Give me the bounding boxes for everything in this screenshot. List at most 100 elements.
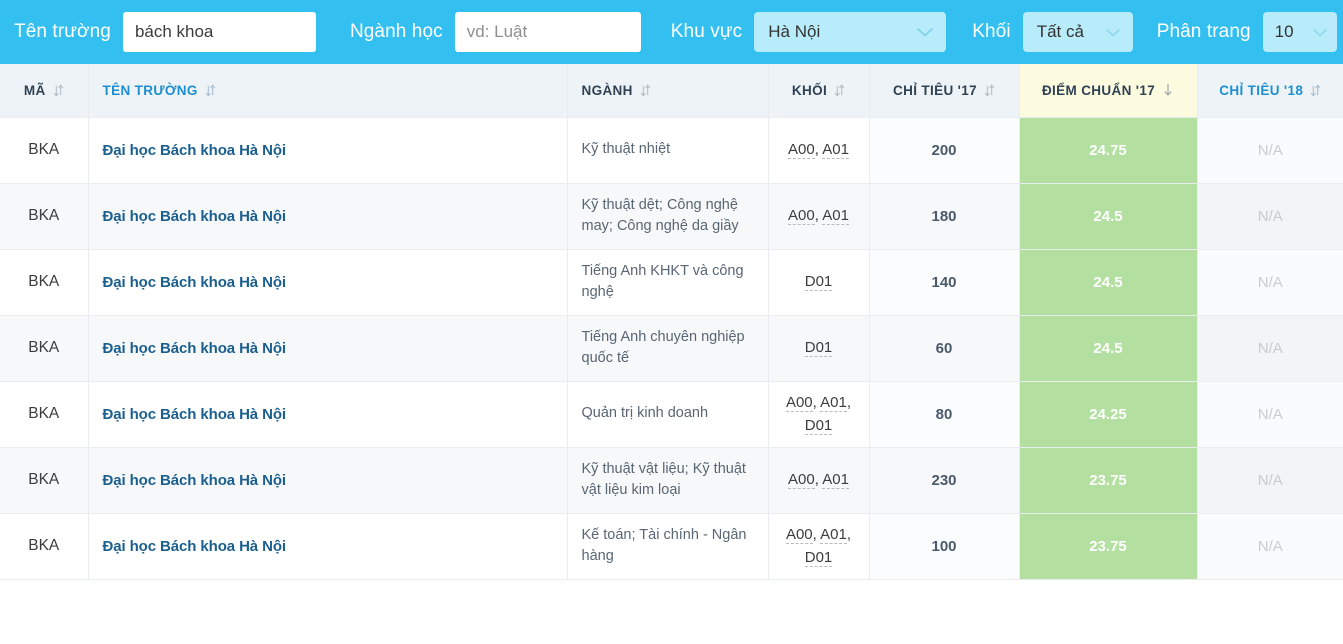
column-header-diem-chuan-17[interactable]: ĐIỂM CHUẨN '17 xyxy=(1019,64,1198,118)
cell-chi-tieu-17: 60 xyxy=(869,315,1020,382)
cell-chi-tieu-17: 200 xyxy=(869,117,1020,184)
column-header-label: NGÀNH xyxy=(581,82,633,98)
cell-nganh: Tiếng Anh chuyên nghiệp quốc tế xyxy=(567,315,769,382)
cell-ten-truong: Đại học Bách khoa Hà Nội xyxy=(88,249,568,316)
cell-ma: BKA xyxy=(0,315,89,382)
column-header-khoi[interactable]: KHỐI xyxy=(768,64,870,118)
school-link[interactable]: Đại học Bách khoa Hà Nội xyxy=(102,339,287,357)
cell-ma: BKA xyxy=(0,381,89,448)
cell-chi-tieu-18: N/A xyxy=(1197,315,1343,382)
table-row[interactable]: BKA Đại học Bách khoa Hà Nội Tiếng Anh chu… xyxy=(0,315,1343,382)
cell-chi-tieu-18: N/A xyxy=(1197,513,1343,580)
cell-ten-truong: Đại học Bách khoa Hà Nội xyxy=(88,447,568,514)
sort-both-arrows-icon[interactable] xyxy=(205,84,216,97)
cell-ma: BKA xyxy=(0,183,89,250)
filter-region: Khu vực Hà Nội xyxy=(671,0,947,64)
cell-khoi: A00, A01, D01 xyxy=(768,381,870,448)
block-code[interactable]: A00 xyxy=(785,525,813,544)
region-selected-value: Hà Nội xyxy=(768,22,821,41)
results-table: MÃ TÊN TRƯỜNG xyxy=(0,64,1343,580)
school-name-label: Tên trường xyxy=(14,21,111,42)
filter-block: Khối Tất cả xyxy=(972,0,1133,64)
column-header-label: TÊN TRƯỜNG xyxy=(102,82,198,98)
cell-nganh: Kế toán; Tài chính - Ngân hàng xyxy=(567,513,769,580)
paging-label: Phân trang xyxy=(1156,21,1251,42)
cell-chi-tieu-17: 80 xyxy=(869,381,1020,448)
chevron-down-icon xyxy=(916,26,934,38)
block-code[interactable]: D01 xyxy=(804,273,833,292)
cell-chi-tieu-17: 230 xyxy=(869,447,1020,514)
table-row[interactable]: BKA Đại học Bách khoa Hà Nội Kỹ thuật dệt;… xyxy=(0,183,1343,250)
cell-chi-tieu-18: N/A xyxy=(1197,447,1343,514)
results-table-wrap: MÃ TÊN TRƯỜNG xyxy=(0,64,1343,580)
cell-chi-tieu-17: 140 xyxy=(869,249,1020,316)
table-row[interactable]: BKA Đại học Bách khoa Hà Nội Kỹ thuật nhiệ… xyxy=(0,117,1343,184)
block-label: Khối xyxy=(972,21,1011,42)
block-select[interactable]: Tất cả xyxy=(1022,12,1133,52)
column-header-chi-tieu-18[interactable]: CHỈ TIÊU '18 xyxy=(1197,64,1343,118)
column-header-label: MÃ xyxy=(23,82,46,98)
major-input[interactable] xyxy=(454,12,641,52)
table-head: MÃ TÊN TRƯỜNG xyxy=(0,64,1343,118)
sort-both-arrows-icon[interactable] xyxy=(640,84,651,97)
cell-diem-chuan-17: 24.25 xyxy=(1019,381,1198,448)
cell-khoi: D01 xyxy=(768,249,870,316)
sort-both-arrows-icon[interactable] xyxy=(834,84,845,97)
paging-selected-value: 10 xyxy=(1274,22,1294,41)
table-row[interactable]: BKA Đại học Bách khoa Hà Nội Kế toán; Tài … xyxy=(0,513,1343,580)
block-code[interactable]: A01 xyxy=(820,393,847,412)
column-header-ma[interactable]: MÃ xyxy=(0,64,89,118)
block-code[interactable]: A01 xyxy=(820,525,847,544)
column-header-label: CHỈ TIÊU '17 xyxy=(893,82,977,98)
table-row[interactable]: BKA Đại học Bách khoa Hà Nội Kỹ thuật vật … xyxy=(0,447,1343,514)
table-body: BKA Đại học Bách khoa Hà Nội Kỹ thuật nhiệ… xyxy=(0,117,1343,580)
paging-select[interactable]: 10 xyxy=(1262,12,1337,52)
block-code[interactable]: D01 xyxy=(804,339,833,358)
block-code[interactable]: A00 xyxy=(788,471,815,490)
school-link[interactable]: Đại học Bách khoa Hà Nội xyxy=(102,207,287,225)
cell-ma: BKA xyxy=(0,513,89,580)
table-row[interactable]: BKA Đại học Bách khoa Hà Nội Quản trị kinh… xyxy=(0,381,1343,448)
cell-khoi: A00, A01 xyxy=(768,183,870,250)
column-header-label: CHỈ TIÊU '18 xyxy=(1219,82,1304,98)
block-selected-value: Tất cả xyxy=(1036,22,1084,41)
block-code[interactable]: A00 xyxy=(788,207,815,226)
cell-diem-chuan-17: 23.75 xyxy=(1019,447,1198,514)
cell-diem-chuan-17: 24.5 xyxy=(1019,315,1198,382)
cell-ma: BKA xyxy=(0,249,89,316)
school-link[interactable]: Đại học Bách khoa Hà Nội xyxy=(102,471,287,489)
block-code[interactable]: D01 xyxy=(804,549,833,567)
column-header-nganh[interactable]: NGÀNH xyxy=(567,64,769,118)
cell-ten-truong: Đại học Bách khoa Hà Nội xyxy=(88,117,568,184)
cell-nganh: Tiếng Anh KHKT và công nghệ xyxy=(567,249,769,316)
cell-diem-chuan-17: 24.5 xyxy=(1019,249,1198,316)
school-link[interactable]: Đại học Bách khoa Hà Nội xyxy=(102,405,287,423)
sort-both-arrows-icon[interactable] xyxy=(53,84,64,97)
column-header-label: KHỐI xyxy=(791,82,828,98)
block-code[interactable]: A00 xyxy=(785,393,813,412)
table-header-row: MÃ TÊN TRƯỜNG xyxy=(0,64,1343,118)
school-name-input[interactable] xyxy=(122,12,316,52)
school-link[interactable]: Đại học Bách khoa Hà Nội xyxy=(102,273,287,291)
sort-both-arrows-icon[interactable] xyxy=(984,84,995,97)
column-header-ten-truong[interactable]: TÊN TRƯỜNG xyxy=(88,64,568,118)
cell-diem-chuan-17: 24.75 xyxy=(1019,117,1198,184)
chevron-down-icon xyxy=(1105,27,1121,38)
table-row[interactable]: BKA Đại học Bách khoa Hà Nội Tiếng Anh KHK… xyxy=(0,249,1343,316)
region-select[interactable]: Hà Nội xyxy=(754,12,947,52)
cell-diem-chuan-17: 23.75 xyxy=(1019,513,1198,580)
block-code[interactable]: A01 xyxy=(822,471,849,490)
block-code[interactable]: D01 xyxy=(804,417,833,435)
cell-khoi: D01 xyxy=(768,315,870,382)
block-code[interactable]: A00 xyxy=(788,141,815,160)
cell-khoi: A00, A01 xyxy=(768,447,870,514)
cell-ten-truong: Đại học Bách khoa Hà Nội xyxy=(88,513,568,580)
sort-down-arrow-icon[interactable] xyxy=(1162,83,1174,97)
school-link[interactable]: Đại học Bách khoa Hà Nội xyxy=(102,537,287,555)
sort-both-arrows-icon[interactable] xyxy=(1310,84,1321,97)
column-header-chi-tieu-17[interactable]: CHỈ TIÊU '17 xyxy=(869,64,1020,118)
school-link[interactable]: Đại học Bách khoa Hà Nội xyxy=(102,141,287,159)
cell-chi-tieu-18: N/A xyxy=(1197,381,1343,448)
block-code[interactable]: A01 xyxy=(822,141,849,160)
block-code[interactable]: A01 xyxy=(822,207,849,226)
